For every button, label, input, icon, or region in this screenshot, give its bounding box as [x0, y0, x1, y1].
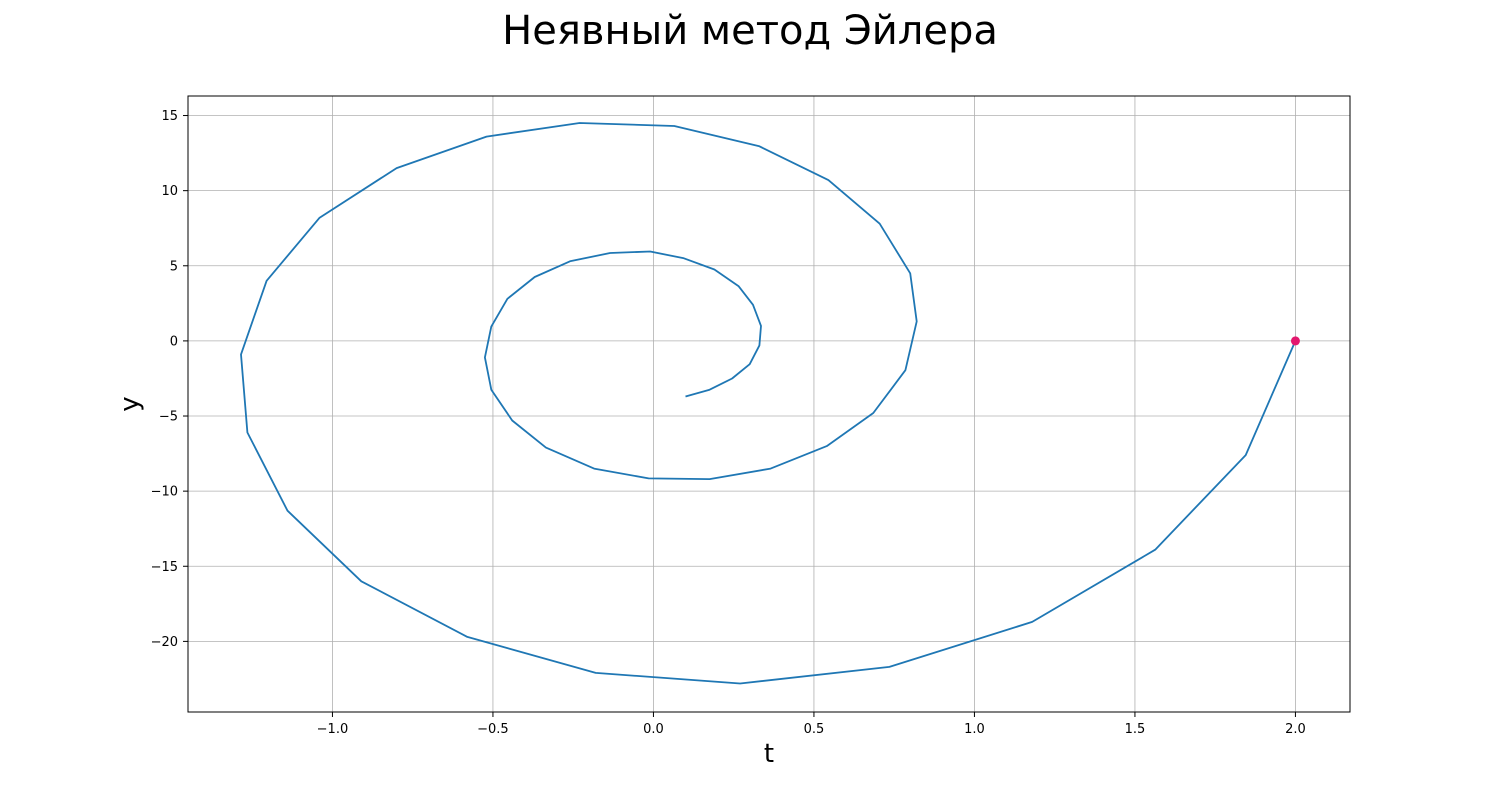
x-tick-label: 0.0: [643, 722, 664, 737]
y-tick-label: −15: [151, 560, 178, 575]
x-tick-label: 0.5: [804, 722, 825, 737]
series-layer: [240, 122, 1297, 685]
y-tick-label: −20: [151, 635, 178, 650]
marker-layer: [1290, 336, 1300, 346]
x-tick-label: −1.0: [317, 722, 349, 737]
y-tick-label: 5: [170, 259, 178, 274]
y-tick-label: 10: [161, 184, 178, 199]
y-tick-label: −5: [159, 410, 178, 425]
y-tick-label: 15: [161, 109, 178, 124]
series-line: [240, 122, 1297, 685]
x-tick-label: −0.5: [477, 722, 509, 737]
x-tick-label: 1.5: [1125, 722, 1146, 737]
y-axis-label: y: [115, 396, 145, 411]
x-tick-label: 2.0: [1285, 722, 1306, 737]
chart-title: Неявный метод Эйлера: [502, 8, 998, 54]
x-axis-ticks: −1.0 −0.5 0.0 0.5 1.0 1.5 2.0: [317, 712, 1306, 737]
grid-layer: [188, 96, 1350, 712]
start-point-marker: [1290, 336, 1300, 346]
x-axis-label: t: [764, 739, 774, 769]
y-tick-label: −10: [151, 485, 178, 500]
y-tick-label: 0: [170, 334, 178, 349]
x-tick-label: 1.0: [964, 722, 985, 737]
y-axis-ticks: 15 10 5 0 −5 −10 −15 −20: [151, 109, 188, 650]
plot-frame: [187, 95, 1351, 713]
